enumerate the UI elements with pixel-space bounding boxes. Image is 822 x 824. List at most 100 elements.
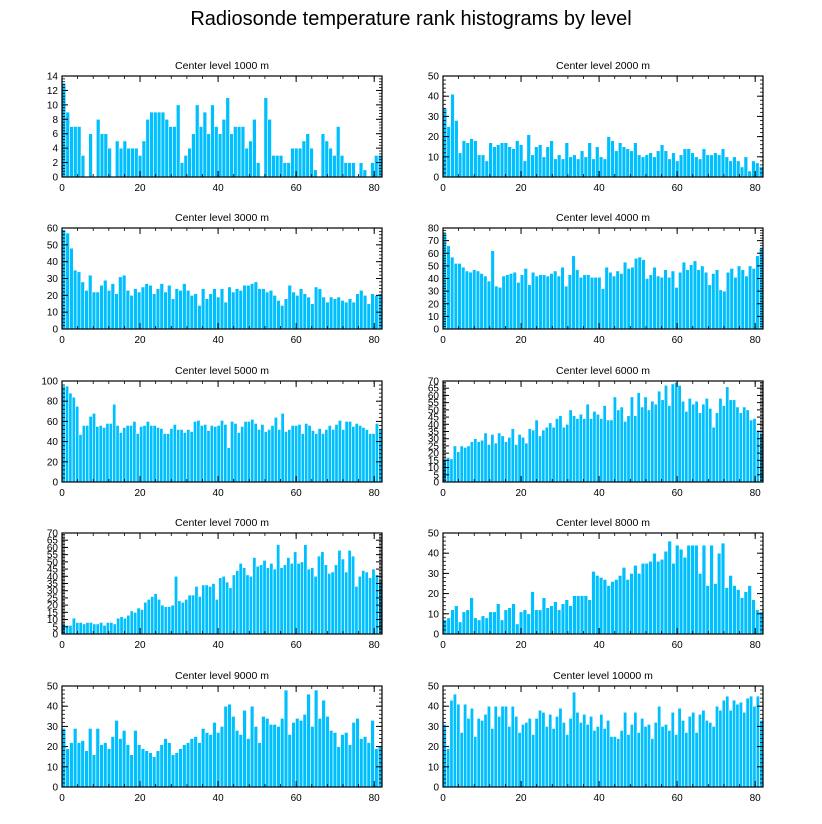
y-tick-label: 10 xyxy=(428,762,440,773)
bar xyxy=(364,429,369,483)
y-tick-label: 60 xyxy=(47,224,59,235)
bar xyxy=(751,268,756,330)
bar xyxy=(648,560,653,635)
bar xyxy=(494,285,499,330)
bar xyxy=(541,156,547,178)
bar xyxy=(248,140,253,178)
bar xyxy=(490,250,495,330)
bar xyxy=(214,126,219,178)
y-tick-label: 2 xyxy=(52,158,58,169)
bar xyxy=(211,583,216,635)
bar xyxy=(189,431,194,483)
bar xyxy=(507,607,512,635)
bar xyxy=(272,568,277,635)
bar xyxy=(755,429,760,483)
bar xyxy=(344,301,349,330)
bar xyxy=(250,419,255,483)
bar xyxy=(718,398,723,483)
bar xyxy=(713,152,718,178)
bar xyxy=(95,118,101,178)
bar xyxy=(480,154,486,178)
bar xyxy=(80,740,85,788)
bar xyxy=(652,266,657,330)
bar xyxy=(507,726,512,788)
bar xyxy=(555,418,560,483)
bar xyxy=(721,699,726,788)
bar xyxy=(277,429,282,483)
bar xyxy=(473,736,478,788)
bar xyxy=(497,287,503,330)
bar xyxy=(725,695,730,788)
bar xyxy=(743,591,749,635)
bar xyxy=(118,276,123,330)
bar xyxy=(511,603,516,635)
bar xyxy=(351,555,356,635)
bar xyxy=(508,273,514,330)
x-tick-label: 40 xyxy=(594,183,606,194)
bar xyxy=(98,425,103,483)
bar xyxy=(370,720,375,788)
bar xyxy=(191,133,196,178)
bar xyxy=(617,142,623,178)
bar xyxy=(720,542,726,635)
bar xyxy=(331,429,336,483)
bar xyxy=(650,400,655,483)
bar xyxy=(610,140,615,178)
bar xyxy=(182,283,187,330)
bar xyxy=(202,111,208,178)
bar xyxy=(289,562,294,635)
bar xyxy=(571,255,576,330)
x-tick-label: 60 xyxy=(291,488,303,499)
y-tick-label: 20 xyxy=(47,291,59,302)
y-tick-label: 40 xyxy=(428,420,440,431)
bar xyxy=(538,274,543,330)
y-tick-label: 0 xyxy=(433,325,439,336)
x-tick-label: 60 xyxy=(672,488,684,499)
x-tick-label: 20 xyxy=(134,793,146,804)
bar xyxy=(660,399,665,483)
bar xyxy=(480,720,485,788)
bar xyxy=(362,169,368,178)
x-tick-label: 20 xyxy=(134,183,146,194)
bar xyxy=(637,256,642,330)
bar xyxy=(174,288,180,330)
bar xyxy=(282,564,287,635)
bar xyxy=(130,147,135,178)
bar xyxy=(351,722,356,788)
bar xyxy=(212,722,217,788)
bar xyxy=(209,425,214,483)
bar xyxy=(242,709,247,788)
bar xyxy=(551,728,556,788)
bar xyxy=(351,301,356,330)
bar xyxy=(95,291,100,330)
bar xyxy=(659,558,665,635)
bar xyxy=(305,133,310,178)
bar xyxy=(170,604,175,635)
bar xyxy=(304,423,309,483)
bar xyxy=(65,232,70,330)
bar xyxy=(606,419,611,483)
bar xyxy=(129,425,134,483)
bar xyxy=(689,264,694,330)
bar xyxy=(560,266,565,330)
bar xyxy=(592,730,597,788)
bar xyxy=(575,269,580,330)
bar xyxy=(119,616,124,635)
bar xyxy=(621,146,627,178)
bar xyxy=(290,425,295,483)
y-tick-label: 20 xyxy=(47,457,59,468)
y-tick-label: 50 xyxy=(428,529,440,540)
bar xyxy=(526,613,531,635)
bar xyxy=(286,557,291,635)
bar xyxy=(636,732,641,788)
bar xyxy=(663,724,668,788)
bar xyxy=(187,147,192,178)
bar xyxy=(340,300,345,330)
bar xyxy=(116,617,121,635)
bar xyxy=(233,126,238,178)
bar xyxy=(238,289,244,330)
bar xyxy=(143,601,148,635)
bar xyxy=(686,544,691,635)
bar xyxy=(626,734,631,788)
bar xyxy=(739,166,745,178)
